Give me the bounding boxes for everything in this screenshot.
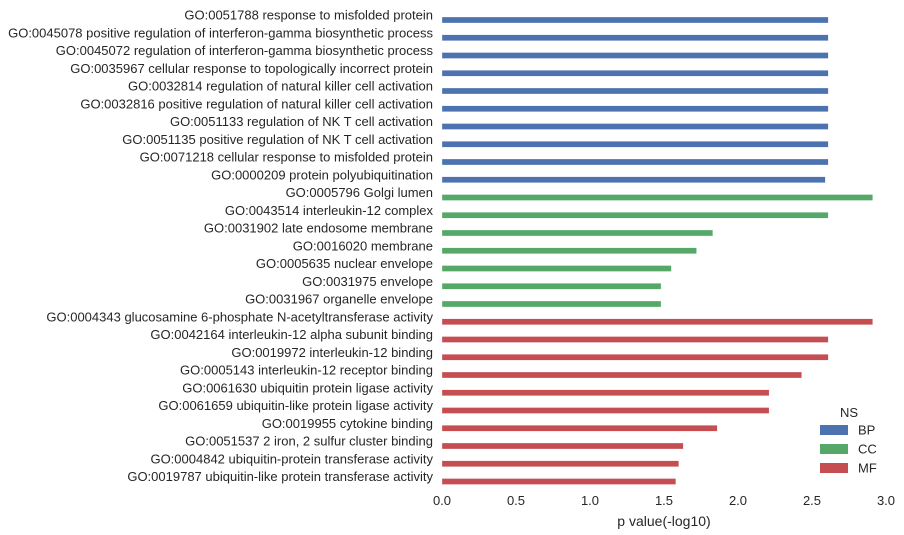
category-label: GO:0032816 positive regulation of natura… (80, 96, 433, 111)
legend-label-mf: MF (858, 461, 877, 476)
bar-cc (441, 300, 662, 308)
bar-mf (441, 318, 873, 325)
x-axis: 0.0 0.5 1.0 1.5 2.0 2.5 3.0 (433, 493, 895, 508)
category-label: GO:0004343 glucosamine 6-phosphate N-ace… (46, 309, 433, 324)
category-label: GO:0051788 response to misfolded protein (184, 8, 433, 23)
category-label: GO:0019787 ubiquitin-like protein transf… (127, 469, 433, 484)
bar-mf (441, 425, 718, 432)
bar-mf (441, 336, 829, 343)
bars-layer (441, 16, 873, 485)
bar-mf (441, 389, 770, 396)
category-label: GO:0031967 organelle envelope (245, 292, 433, 307)
bar-bp (441, 141, 829, 148)
category-label: GO:0051537 2 iron, 2 sulfur cluster bind… (185, 434, 433, 449)
x-tick-label: 1.5 (655, 493, 673, 508)
bar-cc (441, 247, 697, 254)
category-label: GO:0051133 regulation of NK T cell activ… (170, 114, 433, 129)
x-tick-label: 0.5 (507, 493, 525, 508)
bar-bp (441, 34, 829, 41)
category-label: GO:0045078 positive regulation of interf… (8, 25, 433, 40)
category-label: GO:0061659 ubiquitin-like protein ligase… (158, 398, 433, 413)
x-tick-label: 2.5 (803, 493, 821, 508)
category-label: GO:0000209 protein polyubiquitination (211, 167, 433, 182)
category-label: GO:0071218 cellular response to misfolde… (140, 150, 433, 165)
legend-swatch-bp (820, 425, 848, 435)
legend-swatch-cc (820, 444, 848, 454)
bar-bp (441, 87, 829, 95)
x-tick-label: 0.0 (433, 493, 451, 508)
category-label: GO:0016020 membrane (293, 238, 433, 253)
legend-label-cc: CC (858, 442, 877, 457)
category-label: GO:0005143 interleukin-12 receptor bindi… (180, 363, 433, 378)
x-tick-label: 1.0 (581, 493, 599, 508)
legend-swatch-mf (820, 463, 848, 473)
category-label: GO:0005796 Golgi lumen (286, 185, 433, 200)
category-label: GO:0004842 ubiquitin-protein transferase… (150, 451, 433, 466)
bar-bp (441, 176, 826, 183)
category-label: GO:0042164 interleukin-12 alpha subunit … (150, 327, 433, 342)
bar-cc (441, 212, 829, 219)
bar-bp (441, 16, 829, 24)
bar-mf (441, 460, 679, 467)
category-label: GO:0061630 ubiquitin protein ligase acti… (182, 380, 433, 395)
bar-cc (441, 283, 662, 290)
bar-bp (441, 105, 829, 112)
bar-bp (441, 70, 829, 77)
bar-bp (441, 158, 829, 166)
category-label: GO:0019972 interleukin-12 binding (231, 345, 433, 360)
category-label: GO:0031975 envelope (302, 274, 433, 289)
category-labels: GO:0051788 response to misfolded protein… (8, 8, 433, 485)
category-label: GO:0032814 regulation of natural killer … (128, 79, 433, 94)
x-axis-label: p value(-log10) (617, 513, 710, 529)
x-tick-label: 3.0 (877, 493, 895, 508)
bar-cc (441, 265, 672, 272)
category-label: GO:0019955 cytokine binding (262, 416, 433, 431)
category-label: GO:0045072 regulation of interferon-gamm… (56, 43, 434, 58)
category-label: GO:0005635 nuclear envelope (256, 256, 433, 271)
bar-bp (441, 123, 829, 130)
category-label: GO:0031902 late endosome membrane (204, 221, 433, 236)
category-label: GO:0035967 cellular response to topologi… (70, 61, 433, 76)
bar-cc (441, 194, 873, 201)
legend-title: NS (840, 405, 858, 420)
bar-mf (441, 407, 770, 414)
bar-mf (441, 442, 684, 450)
bar-mf (441, 478, 676, 485)
category-label: GO:0051135 positive regulation of NK T c… (122, 132, 433, 147)
bar-bp (441, 52, 829, 59)
x-tick-label: 2.0 (729, 493, 747, 508)
category-label: GO:0043514 interleukin-12 complex (225, 203, 434, 218)
legend-label-bp: BP (858, 423, 875, 438)
bar-mf (441, 354, 829, 361)
bar-mf (441, 371, 802, 379)
bar-cc (441, 229, 713, 237)
